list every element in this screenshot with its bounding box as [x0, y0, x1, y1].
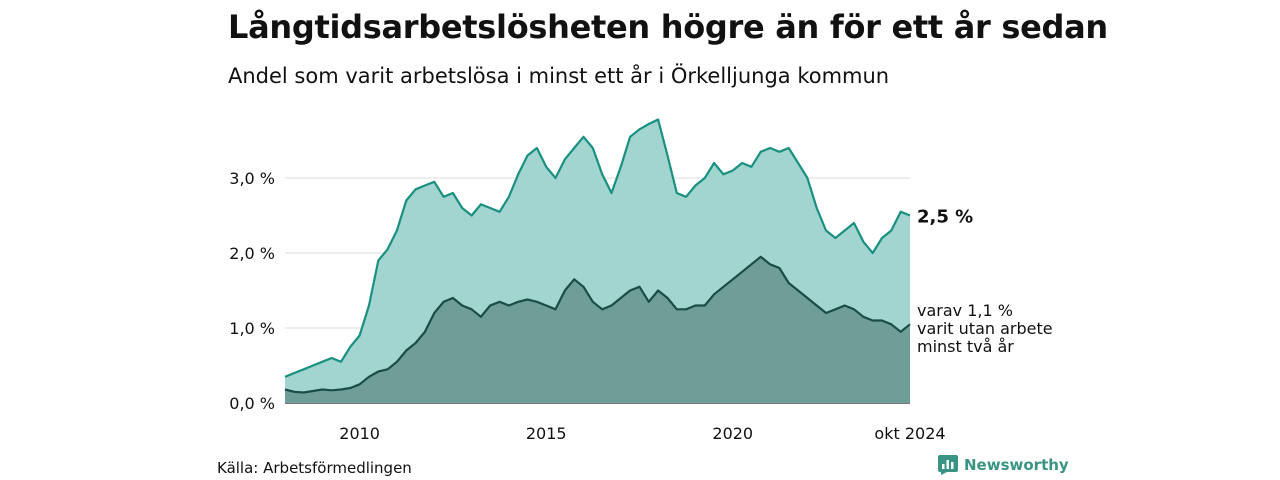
- end-label-total: 2,5 %: [917, 207, 973, 228]
- series-line-total: [284, 118, 911, 378]
- y-tick-label: 3,0 %: [229, 169, 275, 188]
- x-tick-label: 2015: [526, 424, 567, 443]
- x-axis-labels: 2010 2015 2020 okt 2024: [339, 424, 945, 443]
- series-line-sub: [284, 255, 911, 394]
- brand-logo: Newsworthy: [938, 455, 1069, 475]
- end-label-sub-line: varav 1,1 %: [917, 301, 1013, 320]
- x-tick-label: 2020: [712, 424, 753, 443]
- series-area-sub: [285, 256, 910, 403]
- y-tick-label: 2,0 %: [229, 244, 275, 263]
- y-tick-label: 0,0 %: [229, 394, 275, 413]
- brand-name: Newsworthy: [964, 456, 1069, 474]
- chart-title: Långtidsarbetslösheten högre än för ett …: [228, 8, 1108, 46]
- x-tick-label: 2010: [339, 424, 380, 443]
- source-note: Källa: Arbetsförmedlingen: [217, 459, 412, 477]
- end-label-sub-line: minst två år: [917, 337, 1014, 356]
- y-tick-label: 1,0 %: [229, 319, 275, 338]
- newsworthy-logo-icon: [938, 455, 958, 475]
- end-label-sub-line: varit utan arbete: [917, 319, 1053, 338]
- x-tick-label: okt 2024: [874, 424, 945, 443]
- chart-subtitle: Andel som varit arbetslösa i minst ett å…: [228, 64, 890, 88]
- y-axis-labels: 0,0 % 1,0 % 2,0 % 3,0 %: [229, 169, 275, 413]
- chart-areas: [284, 118, 911, 403]
